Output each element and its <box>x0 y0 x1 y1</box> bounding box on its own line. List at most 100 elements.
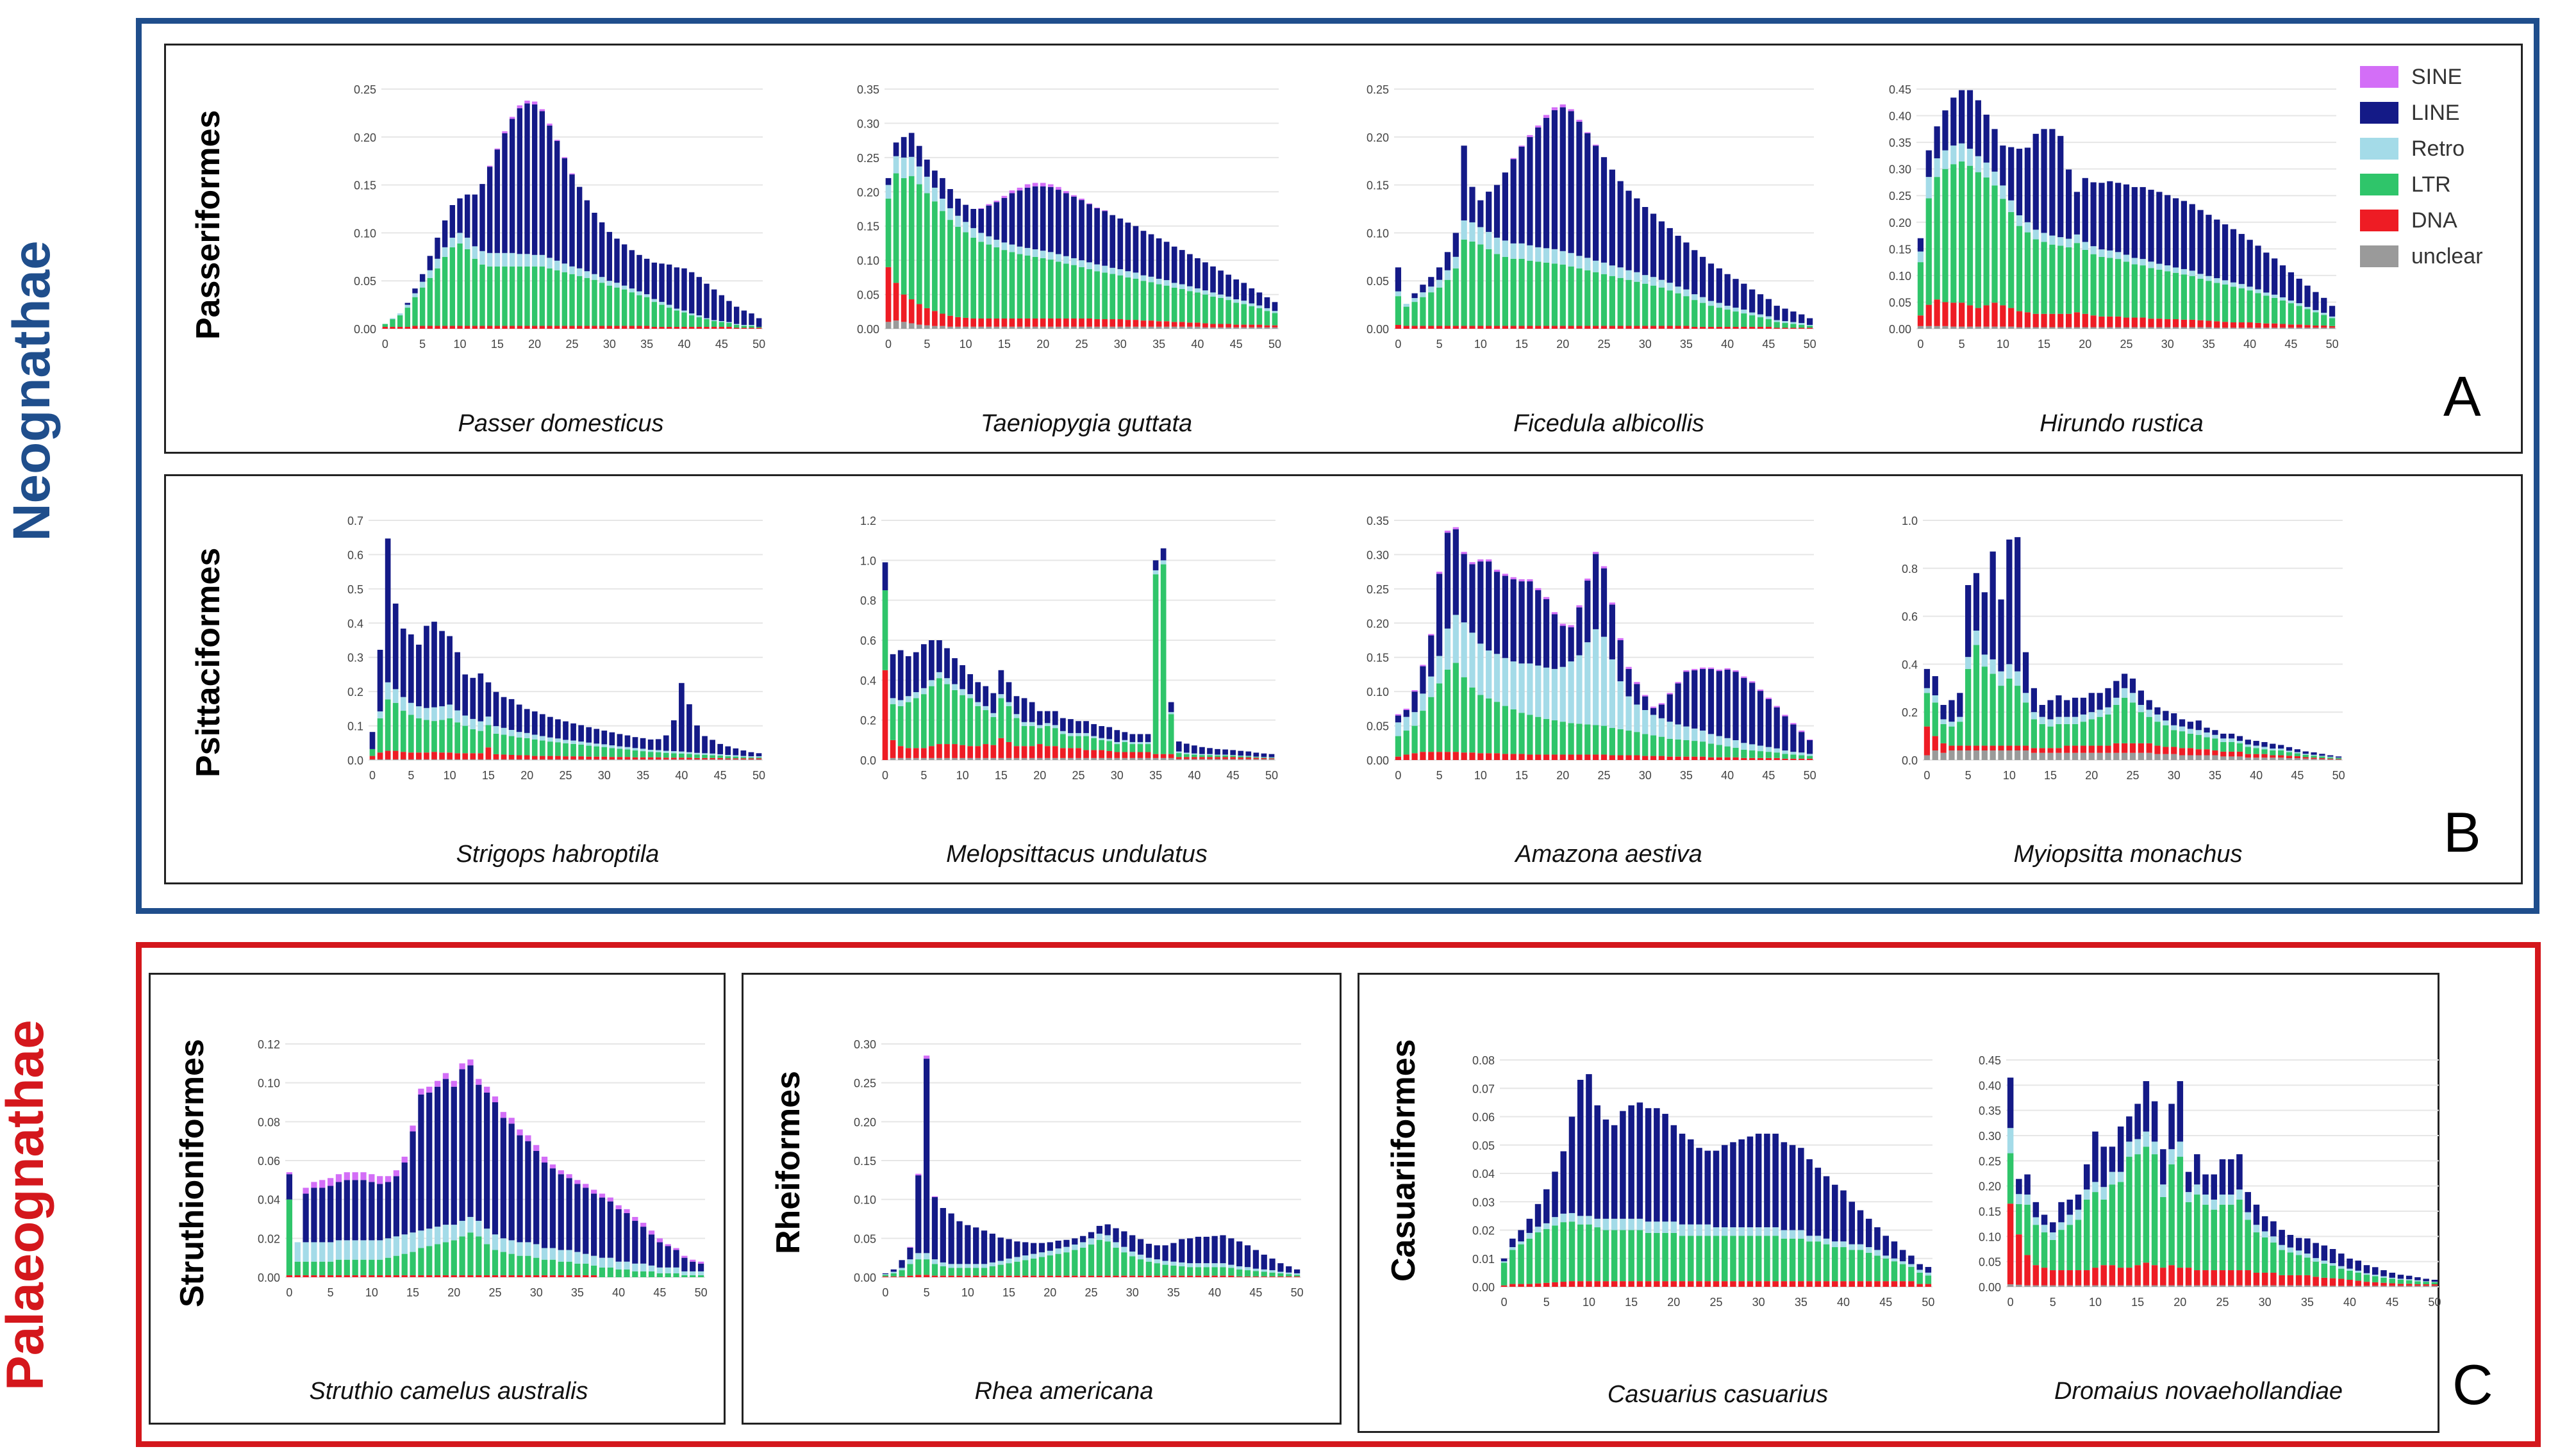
bar-dna <box>410 1275 416 1277</box>
bar-retro <box>1122 740 1128 742</box>
bar-retro <box>1940 719 1947 724</box>
bar-line <box>601 731 608 745</box>
bar-line <box>2202 1174 2209 1195</box>
legend-swatch-dna <box>2360 210 2398 231</box>
bar-retro <box>621 285 627 290</box>
x-tick-label: 45 <box>653 1286 666 1299</box>
bar-unclear <box>890 757 896 760</box>
bar-unclear <box>2187 755 2194 760</box>
bar-ltr <box>1849 1250 1856 1282</box>
bar-unclear <box>1114 757 1120 760</box>
bar-dna <box>328 1275 334 1277</box>
bar-line <box>740 750 747 756</box>
bar-ltr <box>1060 734 1066 749</box>
x-tick-label: 5 <box>1959 338 1965 351</box>
bar-retro <box>484 1228 490 1245</box>
y-tick-label: 0.7 <box>347 515 363 527</box>
bar-ltr <box>2255 293 2261 323</box>
bar-ltr <box>470 729 476 754</box>
bar-line <box>2024 147 2031 222</box>
bar-ltr <box>360 1259 367 1275</box>
bar-dna <box>1207 757 1213 759</box>
bar-retro <box>2024 222 2031 233</box>
y-tick-label: 0.20 <box>857 186 879 199</box>
bar-unclear <box>493 759 499 760</box>
bar-ltr <box>1444 279 1451 326</box>
bar-sine <box>1001 195 1008 198</box>
bar-line <box>1789 1145 1796 1230</box>
bar-dna <box>1444 326 1451 329</box>
bar-unclear <box>539 759 545 760</box>
bar-dna <box>679 757 685 759</box>
bar-dna <box>1552 1282 1558 1287</box>
bar-ltr <box>547 268 553 326</box>
bar-dna <box>494 326 501 329</box>
bar-retro <box>1973 631 1980 645</box>
bar-line <box>1645 1108 1652 1222</box>
bar-unclear <box>2080 752 2087 760</box>
bar-retro <box>2129 693 2136 703</box>
bar-line <box>2032 1202 2040 1218</box>
x-tick-label: 50 <box>1265 769 1278 782</box>
bar-line <box>2329 306 2336 317</box>
bar-ltr <box>539 740 545 756</box>
bar-unclear <box>1122 757 1128 760</box>
bar-dna <box>563 756 569 759</box>
panel-b <box>164 474 2523 884</box>
legend-label-sine: SINE <box>2411 65 2463 89</box>
x-tick-label: 30 <box>603 338 616 351</box>
bar-dna <box>916 304 922 325</box>
bar-line <box>1586 1074 1592 1216</box>
bar-dna <box>1518 326 1525 329</box>
bar-ltr <box>416 718 422 753</box>
bar-ltr <box>963 232 968 318</box>
bar-ltr <box>2115 259 2122 317</box>
y-tick-label: 0.20 <box>1367 131 1389 144</box>
bar-retro <box>1611 1218 1618 1230</box>
bar-ltr <box>696 317 702 327</box>
bar-ltr <box>1917 262 1924 316</box>
bar-dna <box>2255 322 2261 328</box>
bar-line <box>1716 268 1722 303</box>
bar-line <box>2064 700 2070 717</box>
bar-dna <box>286 1275 293 1277</box>
bar-unclear <box>1044 757 1051 760</box>
bar-line <box>2039 704 2045 717</box>
bar-retro <box>1170 1261 1177 1266</box>
bar-ltr <box>2039 724 2045 749</box>
bar-ltr <box>897 706 904 747</box>
bar-line <box>1683 672 1690 727</box>
bar-retro <box>647 749 654 752</box>
bar-dna <box>303 1275 309 1277</box>
bar-line <box>1411 293 1418 299</box>
bar-retro <box>1959 143 1965 162</box>
bar-retro <box>1029 722 1035 727</box>
x-tick-label: 15 <box>1002 1286 1015 1299</box>
bar-dna <box>1774 757 1780 760</box>
bar-ltr <box>1568 1221 1575 1282</box>
bar-dna <box>2278 755 2284 758</box>
bar-dna <box>1699 327 1706 329</box>
bar-retro <box>2381 1276 2387 1278</box>
bar-dna <box>2181 319 2188 327</box>
bar-unclear <box>2016 327 2023 329</box>
bar-retro <box>2050 1232 2056 1240</box>
bar-retro <box>885 185 892 199</box>
bar-sine <box>1009 190 1015 194</box>
bar-line <box>1030 1243 1037 1254</box>
bar-retro <box>1444 628 1451 670</box>
bar-dna <box>2140 317 2146 327</box>
bar-sine <box>1790 723 1797 725</box>
bar-ltr <box>1230 756 1236 757</box>
bar-unclear <box>2024 327 2031 329</box>
bar-dna <box>377 1275 383 1277</box>
bar-line <box>647 739 654 750</box>
bar-dna <box>740 758 747 759</box>
bar-unclear <box>2041 327 2047 329</box>
bar-retro <box>531 734 538 740</box>
bar-ltr <box>733 756 739 759</box>
bar-line <box>1502 172 1509 241</box>
bar-line <box>2302 751 2309 754</box>
bar-line <box>360 1180 367 1241</box>
bar-dna <box>1708 757 1715 760</box>
